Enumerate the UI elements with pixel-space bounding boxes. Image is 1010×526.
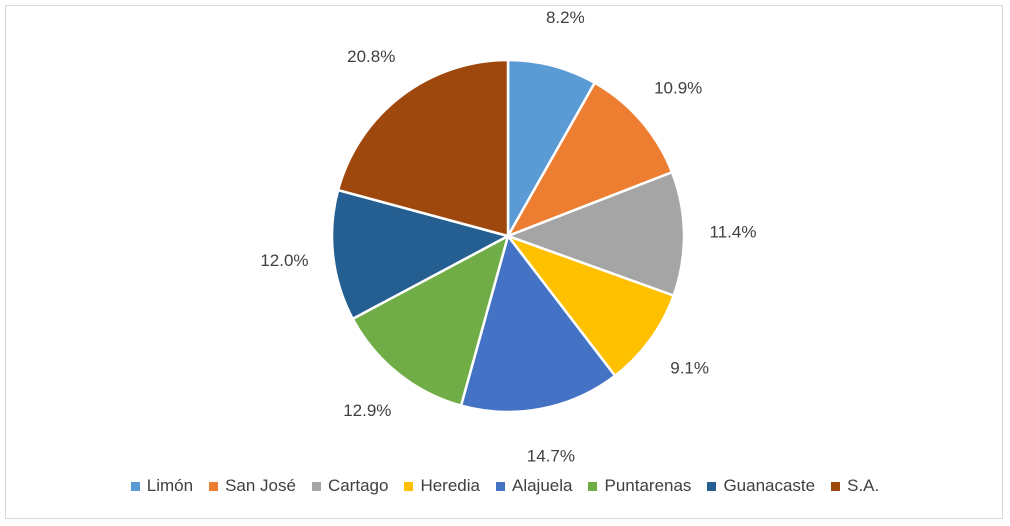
legend-swatch	[707, 481, 717, 491]
pie-slice-limon	[506, 58, 597, 241]
legend-item-san-jose: San José	[209, 476, 296, 496]
legend-item-cartago: Cartago	[311, 476, 389, 496]
legend-label: Alajuela	[511, 476, 573, 495]
pie-slice-guanacaste	[330, 188, 512, 321]
legend-swatch	[209, 481, 219, 491]
legend-item-heredia: Heredia	[404, 476, 480, 496]
legend-item-puntarenas: Puntarenas	[588, 476, 691, 496]
pie-slice-heredia	[504, 233, 676, 378]
data-label-heredia: 9.1%	[670, 358, 709, 377]
pie-slice-puntarenas	[351, 233, 510, 408]
pie-data-labels: 8.2% 10.9% 11.4% 9.1% 14.7% 12.9% 12.0% 20.8%	[260, 8, 756, 465]
legend-swatch	[404, 481, 414, 491]
legend-swatch	[130, 481, 140, 491]
data-label-limon: 8.2%	[546, 8, 585, 27]
pie-slice-alajuela	[459, 233, 617, 414]
data-label-puntarenas: 12.9%	[343, 401, 391, 420]
legend-swatch	[588, 481, 598, 491]
data-label-guanacaste: 12.0%	[260, 251, 308, 270]
legend-swatch	[495, 481, 505, 491]
pie-slice-s-a	[336, 58, 510, 238]
legend-item-alajuela: Alajuela	[495, 476, 573, 496]
legend-label: S.A.	[847, 476, 880, 495]
legend-label: Heredia	[420, 476, 480, 495]
legend-label: Guanacaste	[723, 476, 816, 495]
legend-label: Cartago	[327, 476, 389, 495]
legend-swatch	[831, 481, 841, 491]
pie-slice-cartago	[504, 170, 686, 298]
pie-slice-san-jose	[505, 81, 674, 239]
data-label-s-a: 20.8%	[347, 47, 395, 66]
legend-item-guanacaste: Guanacaste	[707, 476, 815, 496]
legend-label: Limón	[146, 476, 194, 495]
legend-label: Puntarenas	[604, 476, 692, 495]
pie-slices	[330, 58, 686, 414]
data-label-alajuela: 14.7%	[527, 446, 575, 465]
legend-item-s-a: S.A.	[831, 476, 879, 496]
legend-item-limon: Limón	[130, 476, 194, 496]
legend-swatch	[311, 481, 321, 491]
chart-legend: Limón San José Cartago Heredia Alajuela Punta…	[0, 476, 1010, 496]
data-label-san-jose: 10.9%	[654, 78, 702, 97]
data-label-cartago: 11.4%	[710, 223, 757, 242]
legend-label: San José	[225, 476, 296, 495]
